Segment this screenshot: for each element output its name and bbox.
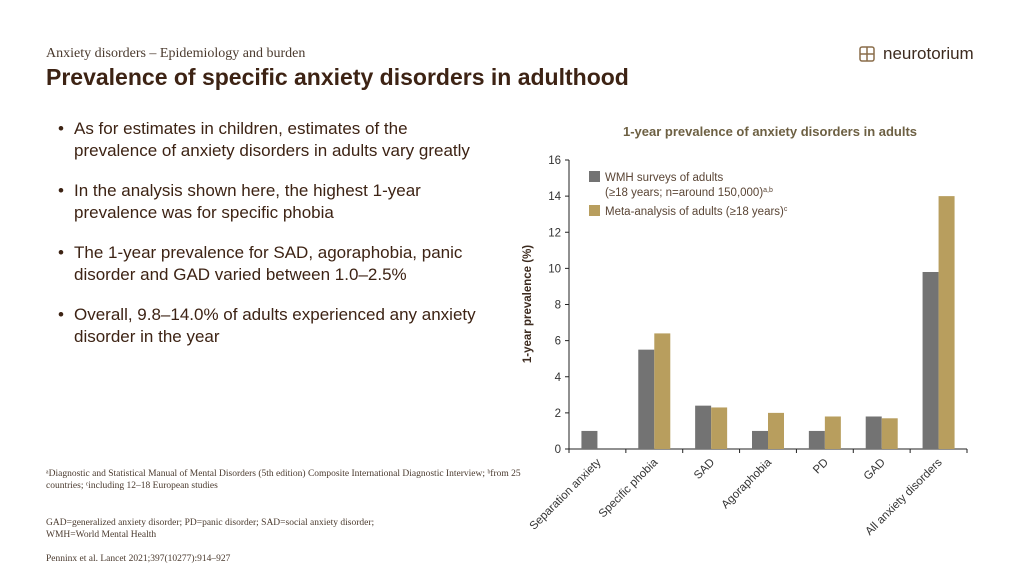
bullet-item: As for estimates in children, estimates … [58,118,478,162]
y-tick-label: 16 [548,155,561,167]
bar-meta [881,418,898,449]
bar-meta [938,196,955,449]
chart-title: 1-year prevalence of anxiety disorders i… [622,124,918,139]
x-tick-label: Specific phobia [597,456,661,520]
y-tick-label: 14 [548,191,561,203]
x-tick-label: PD [811,457,831,477]
bullet-item: In the analysis shown here, the highest … [58,180,478,224]
bar-wmh [922,271,939,449]
bar-meta [768,412,784,449]
bullet-item: Overall, 9.8–14.0% of adults experienced… [58,304,478,348]
footnote-sources: ᵃDiagnostic and Statistical Manual of Me… [46,469,521,491]
legend: WMH surveys of adults (≥18 years; n=aroun… [589,171,788,218]
bar-wmh [752,430,768,449]
bullet-list: As for estimates in children, estimates … [58,118,478,366]
y-axis-label: 1-year prevalence (%) [522,245,534,363]
bar-wmh [581,430,598,449]
bar-wmh [638,349,655,449]
page-title: Prevalence of specific anxiety disorders… [46,64,629,90]
legend-swatch-meta [589,205,600,216]
section-kicker: Anxiety disorders – Epidemiology and bur… [46,46,306,61]
y-tick-label: 0 [555,444,561,456]
bullet-item: The 1-year prevalence for SAD, agoraphob… [58,242,478,286]
y-tick-label: 6 [555,336,561,348]
x-tick-label: GAD [862,457,888,483]
legend-swatch-wmh [589,171,600,182]
bar-wmh [695,405,712,449]
bar-meta [711,407,728,449]
y-tick-label: 10 [548,263,561,275]
legend-label-meta: Meta-analysis of adults (≥18 years)c [605,206,788,218]
bar-wmh [808,430,825,449]
bar-wmh [865,416,882,449]
bar-meta [824,416,841,449]
brain-logo-icon [859,46,875,62]
y-tick-label: 2 [555,408,561,420]
reference: Penninx et al. Lancet 2021;397(10277):91… [46,554,231,564]
legend-label-wmh: WMH surveys of adults (≥18 years; n=aroun… [605,172,773,199]
logo: neurotorium [857,44,974,64]
x-tick-label: Agoraphobia [720,456,775,511]
y-tick-label: 4 [555,372,562,384]
footnote-abbreviations: GAD=generalized anxiety disorder; PD=pan… [46,518,375,540]
x-tick-label: SAD [692,457,717,482]
y-tick-label: 12 [548,227,561,239]
logo-text: neurotorium [883,44,974,63]
bar-meta [654,333,671,449]
x-tick-label: Separation anxiety [528,456,604,532]
y-tick-label: 8 [555,300,561,312]
